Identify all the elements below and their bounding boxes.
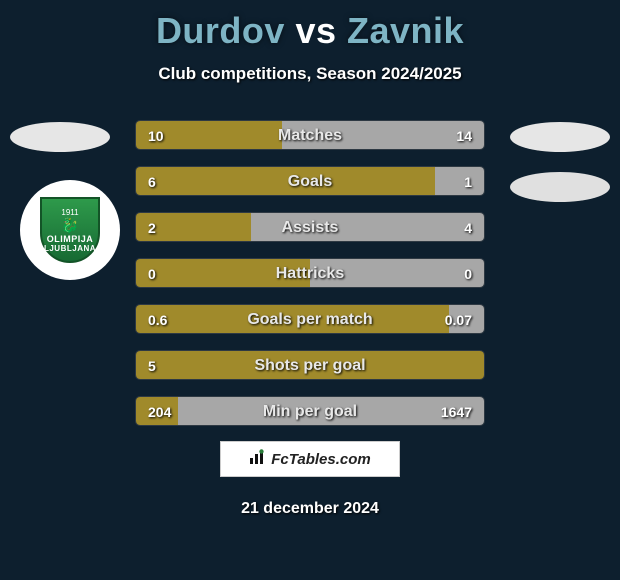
player2-name: Zavnik bbox=[347, 10, 464, 51]
stat-label: Goals bbox=[136, 167, 484, 195]
stat-row: 00Hattricks bbox=[135, 258, 485, 288]
club-shield: 1911 🐉 OLIMPIJA LJUBLJANA bbox=[40, 197, 100, 263]
player2-club-avatar bbox=[510, 172, 610, 202]
comparison-title: Durdov vs Zavnik bbox=[0, 0, 620, 52]
stat-label: Min per goal bbox=[136, 397, 484, 425]
player1-avatar bbox=[10, 122, 110, 152]
club-year: 1911 bbox=[61, 208, 78, 217]
stat-label: Hattricks bbox=[136, 259, 484, 287]
stat-row: 24Assists bbox=[135, 212, 485, 242]
stat-row: 1014Matches bbox=[135, 120, 485, 150]
player1-name: Durdov bbox=[156, 10, 285, 51]
fctables-logo-icon bbox=[249, 449, 265, 469]
subtitle: Club competitions, Season 2024/2025 bbox=[0, 64, 620, 84]
fctables-text: FcTables.com bbox=[271, 451, 370, 468]
stat-row: 0.60.07Goals per match bbox=[135, 304, 485, 334]
stat-row: 2041647Min per goal bbox=[135, 396, 485, 426]
club-dragon-icon: 🐉 bbox=[61, 217, 78, 234]
fctables-watermark: FcTables.com bbox=[220, 441, 400, 477]
player1-club-badge: 1911 🐉 OLIMPIJA LJUBLJANA bbox=[20, 180, 120, 280]
date-text: 21 december 2024 bbox=[0, 500, 620, 518]
stat-row: 5Shots per goal bbox=[135, 350, 485, 380]
stat-bars: 1014Matches 61Goals 24Assists 00Hattricks 0.… bbox=[135, 120, 485, 442]
stat-label: Assists bbox=[136, 213, 484, 241]
stat-row: 61Goals bbox=[135, 166, 485, 196]
club-name-1: OLIMPIJA bbox=[47, 234, 94, 244]
stat-label: Matches bbox=[136, 121, 484, 149]
club-name-2: LJUBLJANA bbox=[44, 244, 96, 253]
vs-text: vs bbox=[295, 10, 336, 51]
stat-label: Shots per goal bbox=[136, 351, 484, 379]
stat-label: Goals per match bbox=[136, 305, 484, 333]
player2-avatar bbox=[510, 122, 610, 152]
